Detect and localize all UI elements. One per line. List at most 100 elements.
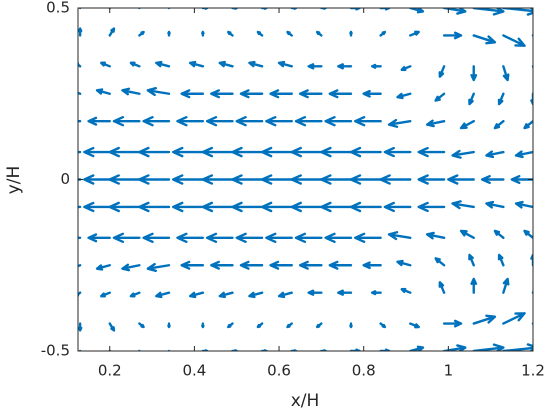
arrow: [451, 149, 475, 159]
arrow: [112, 232, 141, 244]
arrow: [370, 290, 382, 296]
arrow: [201, 146, 234, 158]
arrow: [396, 259, 412, 267]
arrow: [205, 232, 234, 244]
arrow: [78, 291, 82, 297]
arrow: [362, 89, 382, 98]
arrow: [400, 287, 412, 294]
arrow: [129, 291, 141, 298]
arrow: [248, 291, 264, 299]
arrow: [231, 174, 264, 185]
arrow: [502, 277, 510, 294]
arrow: [497, 92, 505, 106]
arrow: [286, 322, 293, 329]
arrow: [142, 232, 171, 244]
arrow: [201, 322, 205, 329]
arrow: [442, 31, 463, 40]
arrow: [307, 289, 323, 296]
arrow: [523, 119, 533, 130]
arrow: [470, 277, 478, 294]
x-tick-label: 0.4: [182, 362, 206, 380]
arrow: [328, 260, 353, 270]
arrow: [180, 260, 205, 270]
arrow: [138, 201, 171, 213]
y-tick-label: 0.5: [46, 0, 70, 17]
arrow: [78, 349, 82, 351]
arrow: [78, 27, 83, 37]
arrow: [210, 89, 234, 99]
arrow: [387, 118, 412, 128]
arrow: [218, 291, 234, 299]
y-axis-label: y/H: [4, 166, 24, 195]
arrow: [138, 146, 171, 158]
arrow: [172, 201, 205, 213]
arrow: [294, 232, 323, 244]
arrow: [315, 322, 323, 329]
x-tick-label: 1: [444, 362, 454, 380]
arrow: [121, 87, 141, 96]
arrow: [434, 92, 446, 102]
arrow: [349, 174, 382, 185]
arrow: [349, 8, 361, 11]
arrow: [370, 63, 382, 69]
arrow: [315, 30, 323, 37]
arrow: [290, 174, 323, 185]
arrow: [531, 65, 533, 75]
arrow: [138, 8, 141, 10]
arrow: [155, 291, 171, 299]
arrow: [108, 8, 111, 10]
arrow: [409, 30, 420, 37]
arrow: [100, 61, 111, 68]
arrow: [188, 291, 205, 299]
arrow: [485, 150, 505, 159]
arrow: [290, 201, 323, 213]
arrow: [502, 312, 526, 325]
arrow: [201, 30, 205, 37]
arrow: [396, 92, 412, 100]
arrow: [438, 65, 446, 78]
arrow: [514, 150, 533, 159]
x-tick-label: 0.2: [98, 362, 122, 380]
arrow: [349, 201, 382, 213]
x-tick-label: 0.8: [352, 362, 376, 380]
arrow: [265, 115, 293, 127]
arrow: [434, 257, 446, 267]
arrow: [260, 201, 293, 213]
arrow: [83, 201, 111, 213]
arrow: [227, 30, 234, 37]
arrow: [108, 201, 141, 213]
arrow: [95, 264, 111, 271]
arrow: [379, 174, 412, 185]
arrow: [387, 231, 412, 241]
arrow: [138, 174, 171, 185]
arrow: [265, 232, 293, 244]
arrow: [167, 322, 171, 329]
arrow: [269, 260, 293, 270]
arrow-layer: [78, 8, 533, 351]
arrow: [129, 61, 141, 68]
arrow: [172, 146, 205, 158]
arrow: [138, 322, 145, 329]
x-tick-label: 1.2: [521, 362, 545, 380]
arrow: [409, 8, 425, 14]
arrow: [83, 146, 111, 158]
arrow: [210, 260, 234, 270]
arrow: [188, 60, 205, 68]
arrow: [320, 174, 353, 185]
arrow: [472, 34, 497, 45]
arrow: [531, 34, 533, 37]
arrow: [497, 253, 505, 267]
arrow: [260, 174, 293, 185]
arrow: [108, 27, 116, 37]
x-axis-label: x/H: [291, 391, 320, 411]
arrow: [417, 146, 446, 158]
arrow: [138, 30, 145, 37]
arrow: [87, 233, 111, 243]
arrow: [425, 231, 446, 240]
arrow: [108, 174, 141, 185]
arrow: [362, 261, 382, 270]
arrow: [146, 86, 171, 97]
arrow: [531, 8, 533, 10]
arrow: [290, 146, 323, 158]
